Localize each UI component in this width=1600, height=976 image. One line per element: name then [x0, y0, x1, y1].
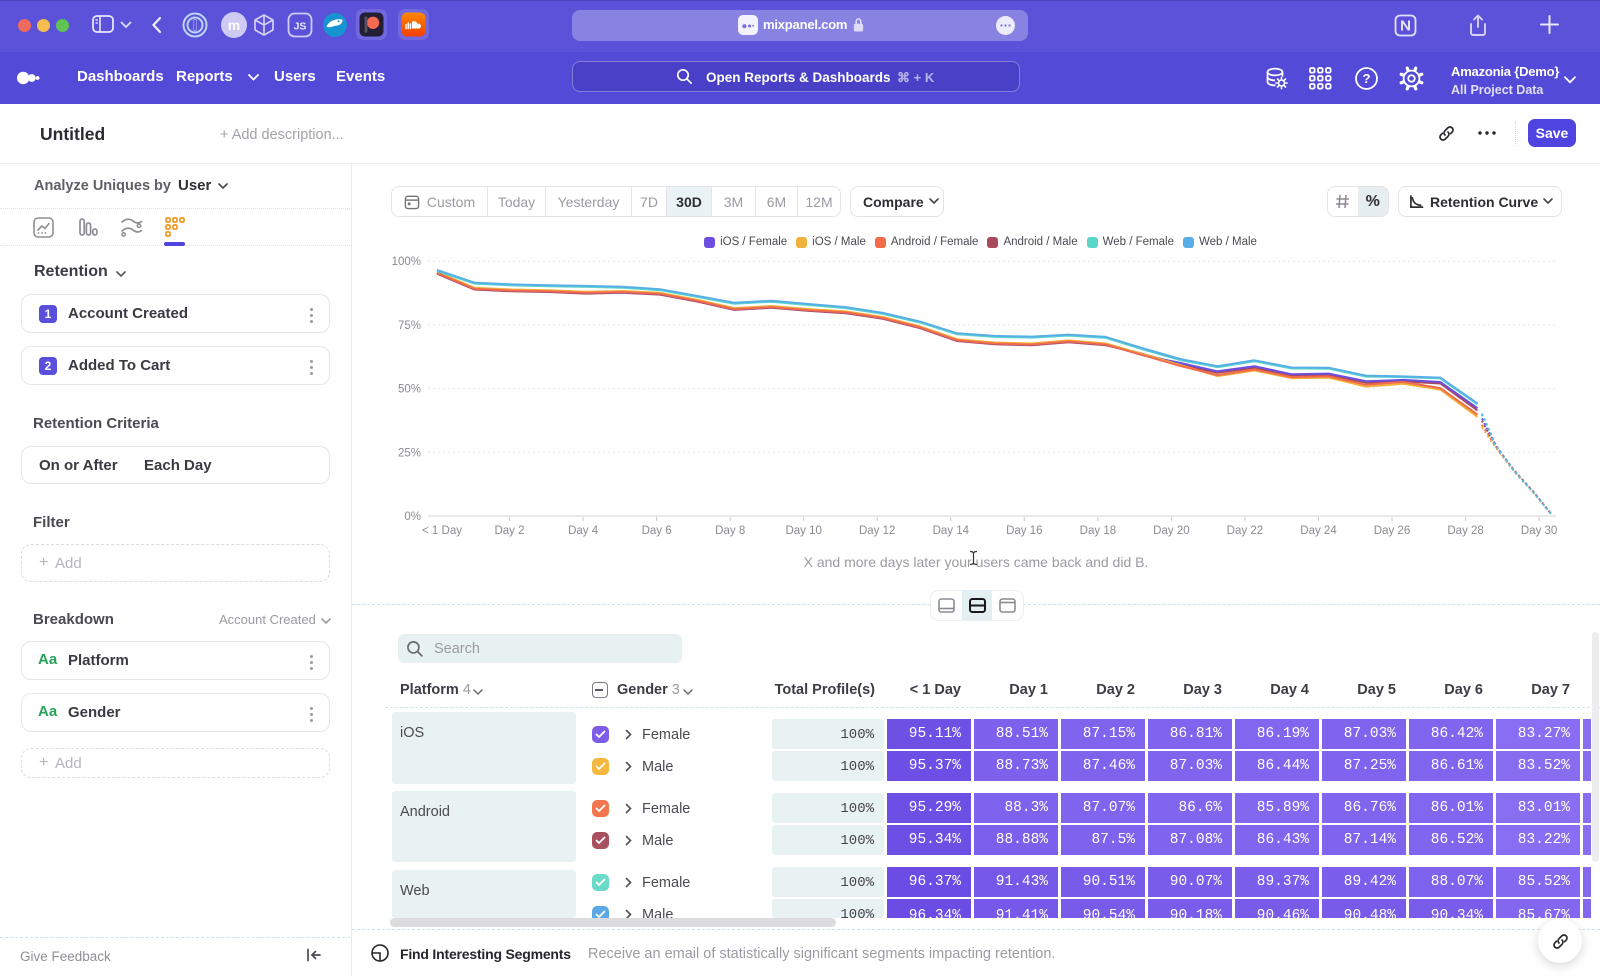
svg-text:Day 4: Day 4 — [568, 525, 599, 537]
svg-text:Day 10: Day 10 — [785, 525, 821, 537]
svg-text:< 1 Day: < 1 Day — [422, 525, 462, 537]
svg-text:Day 26: Day 26 — [1374, 525, 1410, 537]
svg-text:Day 6: Day 6 — [642, 525, 672, 537]
svg-text:Day 12: Day 12 — [859, 525, 895, 537]
svg-text:Day 18: Day 18 — [1080, 525, 1116, 537]
svg-text:100%: 100% — [392, 256, 421, 268]
svg-text:75%: 75% — [398, 320, 421, 332]
svg-text:Day 28: Day 28 — [1447, 525, 1483, 537]
svg-text:Day 2: Day 2 — [494, 525, 524, 537]
svg-text:0%: 0% — [404, 511, 421, 523]
svg-text:Day 30: Day 30 — [1521, 525, 1557, 537]
svg-text:Day 8: Day 8 — [715, 525, 745, 537]
svg-text:Day 24: Day 24 — [1300, 525, 1337, 537]
svg-text:?: ? — [1363, 71, 1371, 86]
svg-text:Day 22: Day 22 — [1227, 525, 1263, 537]
svg-text:Day 16: Day 16 — [1006, 525, 1042, 537]
svg-text:Day 14: Day 14 — [933, 525, 970, 537]
svg-text:JS: JS — [294, 21, 307, 33]
svg-text:25%: 25% — [398, 447, 421, 459]
svg-text:50%: 50% — [398, 384, 421, 396]
svg-text:Day 20: Day 20 — [1153, 525, 1189, 537]
